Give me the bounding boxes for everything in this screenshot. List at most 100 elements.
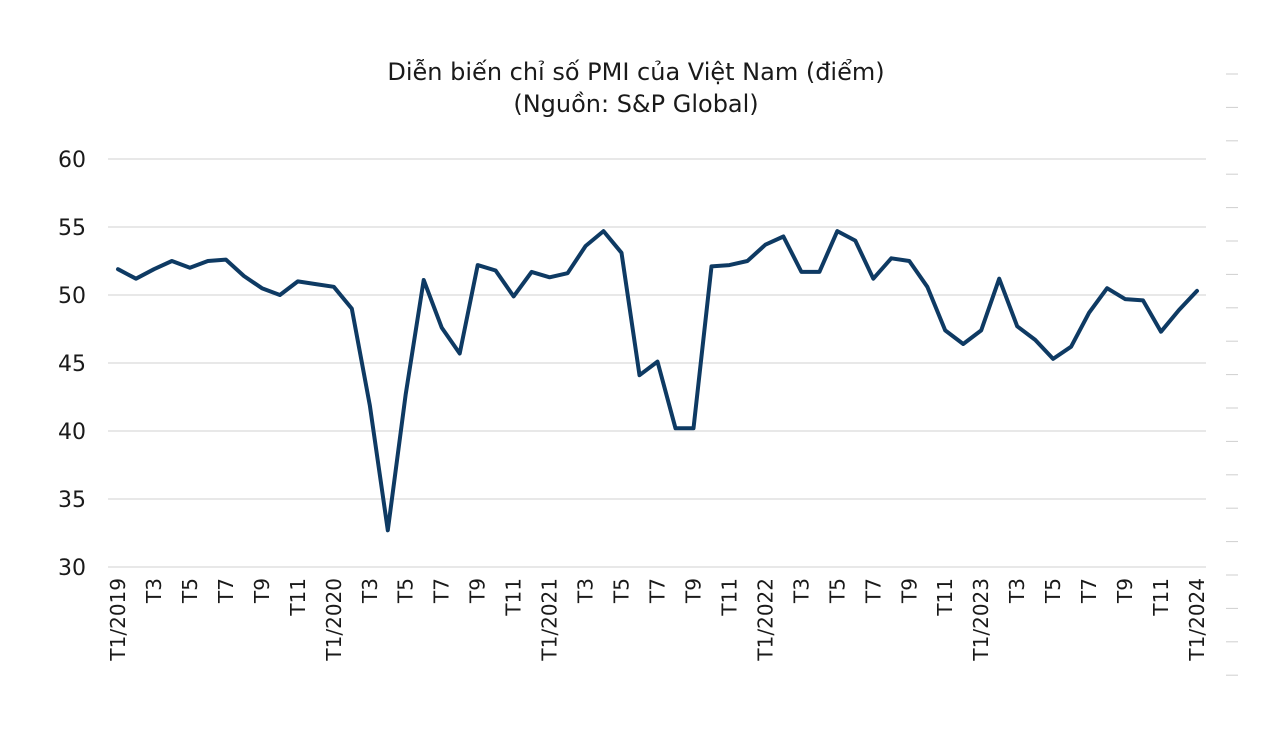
x-axis: T1/2019 T3 T5 T7 T9 T11 T1/2020 T3 T5 T7 T9 T11 T1/2… xyxy=(106,578,1209,662)
x-tick-label: T5 xyxy=(394,578,418,604)
data-point xyxy=(584,244,588,248)
data-point xyxy=(692,426,696,430)
data-point xyxy=(548,275,552,279)
data-point xyxy=(1051,357,1055,361)
data-point xyxy=(638,373,642,377)
y-tick-label: 30 xyxy=(58,556,86,581)
y-tick-label: 45 xyxy=(58,352,86,377)
x-tick-label: T5 xyxy=(610,578,634,604)
y-axis: 30 35 40 45 50 55 60 xyxy=(58,148,86,581)
data-point xyxy=(1123,297,1127,301)
x-tick-label: T9 xyxy=(681,578,705,604)
x-tick-label: T1/2020 xyxy=(322,578,346,662)
data-point xyxy=(476,263,480,267)
y-tick-label: 40 xyxy=(58,420,86,445)
data-point xyxy=(188,266,192,270)
data-point xyxy=(530,270,534,274)
x-tick-label: T5 xyxy=(178,578,202,604)
data-point xyxy=(710,264,714,268)
data-point xyxy=(422,278,426,282)
chart-subtitle: (Nguồn: S&P Global) xyxy=(513,90,759,118)
data-point xyxy=(763,243,767,247)
data-point xyxy=(979,328,983,332)
data-point xyxy=(458,352,462,356)
x-tick-label: T1/2024 xyxy=(1185,578,1209,662)
data-point xyxy=(404,392,408,396)
data-point xyxy=(566,271,570,275)
data-point xyxy=(332,285,336,289)
data-point xyxy=(1177,308,1181,312)
data-point xyxy=(817,270,821,274)
series-line-pmi xyxy=(116,229,1199,533)
x-tick-label: T7 xyxy=(430,578,454,604)
chart-title: Diễn biến chỉ số PMI của Việt Nam (điểm) xyxy=(387,58,885,86)
x-tick-label: T7 xyxy=(1077,578,1101,604)
x-tick-label: T5 xyxy=(1041,578,1065,604)
y-tick-label: 55 xyxy=(58,216,86,241)
data-point xyxy=(296,279,300,283)
data-point xyxy=(242,274,246,278)
right-edge-decoration xyxy=(1226,73,1238,676)
data-point xyxy=(1033,338,1037,342)
data-point xyxy=(278,293,282,297)
x-tick-label: T3 xyxy=(1005,578,1029,604)
plot-area xyxy=(116,229,1199,533)
x-tick-label: T3 xyxy=(142,578,166,604)
x-tick-label: T5 xyxy=(825,578,849,604)
data-point xyxy=(494,269,498,273)
data-point xyxy=(853,239,857,243)
x-tick-label: T11 xyxy=(933,578,957,617)
data-point xyxy=(350,307,354,311)
x-tick-label: T9 xyxy=(897,578,921,604)
data-point xyxy=(1195,289,1199,293)
x-tick-label: T9 xyxy=(466,578,490,604)
data-point xyxy=(260,286,264,290)
x-tick-label: T11 xyxy=(502,578,526,617)
data-point xyxy=(1141,298,1145,302)
x-tick-label: T7 xyxy=(214,578,238,604)
data-point xyxy=(386,528,390,532)
data-point xyxy=(440,326,444,330)
data-point xyxy=(871,277,875,281)
x-tick-label: T9 xyxy=(250,578,274,604)
data-point xyxy=(907,259,911,263)
data-point xyxy=(835,229,839,233)
data-point xyxy=(620,251,624,255)
data-point xyxy=(997,277,1001,281)
x-tick-label: T1/2023 xyxy=(969,578,993,662)
data-point xyxy=(1105,286,1109,290)
x-tick-label: T9 xyxy=(1113,578,1137,604)
x-tick-label: T3 xyxy=(358,578,382,604)
data-point xyxy=(206,259,210,263)
data-point xyxy=(1087,311,1091,315)
data-point xyxy=(745,259,749,263)
data-point xyxy=(674,426,678,430)
x-tick-label: T11 xyxy=(286,578,310,617)
x-tick-label: T7 xyxy=(646,578,670,604)
x-tick-label: T1/2022 xyxy=(753,578,777,662)
data-point xyxy=(116,267,120,271)
data-point xyxy=(1015,324,1019,328)
y-tick-label: 35 xyxy=(58,488,86,513)
x-tick-label: T11 xyxy=(717,578,741,617)
data-point xyxy=(781,235,785,239)
data-point xyxy=(943,328,947,332)
data-point xyxy=(727,263,731,267)
x-tick-label: T7 xyxy=(861,578,885,604)
data-point xyxy=(170,259,174,263)
data-point xyxy=(152,267,156,271)
y-tick-label: 60 xyxy=(58,148,86,173)
data-point xyxy=(656,360,660,364)
data-point xyxy=(134,277,138,281)
x-tick-label: T3 xyxy=(789,578,813,604)
data-point xyxy=(961,342,965,346)
data-point xyxy=(889,256,893,260)
data-point xyxy=(368,403,372,407)
x-tick-label: T1/2019 xyxy=(106,578,130,662)
chart-title-block: Diễn biến chỉ số PMI của Việt Nam (điểm)… xyxy=(0,56,1272,120)
data-point xyxy=(1159,330,1163,334)
data-point xyxy=(799,270,803,274)
data-point xyxy=(925,285,929,289)
data-point xyxy=(224,258,228,262)
data-point xyxy=(314,282,318,286)
